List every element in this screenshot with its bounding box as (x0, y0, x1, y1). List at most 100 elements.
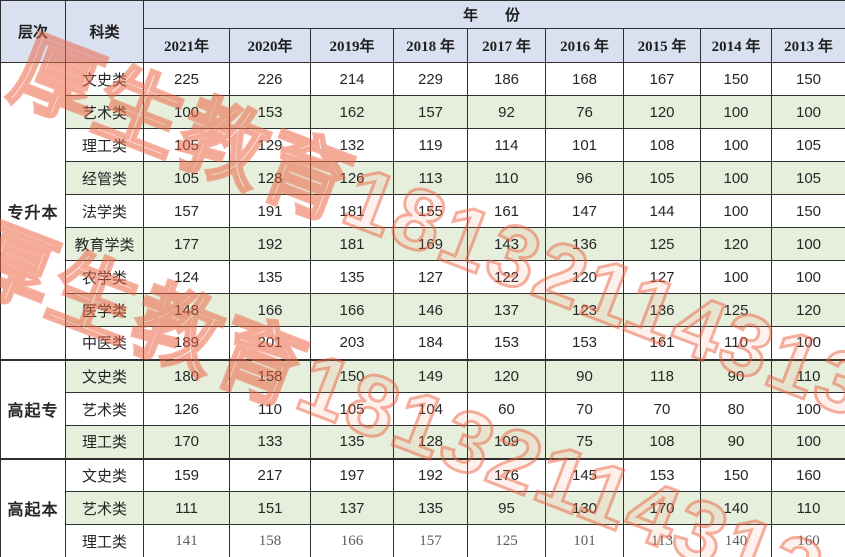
score-cell: 120 (623, 95, 701, 129)
category-cell: 艺术类 (65, 392, 144, 426)
category-cell: 理工类 (65, 425, 144, 459)
score-cell: 129 (229, 128, 311, 162)
score-cell: 135 (229, 260, 311, 294)
score-cell: 167 (623, 62, 701, 96)
score-cell: 126 (310, 161, 394, 195)
score-cell: 110 (770, 491, 845, 525)
table-row: 经管类 105 128 126 113 110 96 105 100 105 (0, 161, 845, 195)
score-cell: 136 (545, 227, 624, 261)
table-row: 理工类 170 133 135 128 109 75 108 90 100 (0, 425, 845, 459)
score-cell: 146 (393, 293, 468, 327)
score-cell: 144 (623, 194, 701, 228)
score-cell: 229 (393, 62, 468, 96)
score-cell: 114 (467, 128, 546, 162)
score-cell: 125 (700, 293, 772, 327)
score-cell: 157 (393, 95, 468, 129)
score-cell: 105 (143, 128, 230, 162)
score-cell: 143 (467, 227, 546, 261)
score-cell: 145 (545, 457, 624, 492)
score-cell: 150 (310, 358, 394, 393)
header-year-2015: 2015 年 (623, 28, 701, 63)
score-cell: 110 (229, 392, 311, 426)
table-row: 高起专 文史类 180 158 150 149 120 90 118 90 110 (0, 358, 845, 459)
header-year-2018: 2018 年 (393, 28, 468, 63)
score-cell: 113 (393, 161, 468, 195)
level-cell: 专升本 (0, 62, 66, 360)
score-cell: 201 (229, 326, 311, 360)
score-cell: 120 (467, 358, 546, 393)
score-cell: 105 (143, 161, 230, 195)
score-cell: 128 (393, 425, 468, 459)
score-cell: 128 (229, 161, 311, 195)
score-cell: 105 (770, 128, 845, 162)
score-cell: 191 (229, 194, 311, 228)
score-cell: 192 (393, 457, 468, 492)
header-year-2016: 2016 年 (545, 28, 624, 63)
score-cell: 110 (770, 358, 845, 393)
header-year-2020: 2020年 (229, 28, 311, 63)
score-cell: 101 (545, 524, 624, 557)
score-cell: 161 (623, 326, 701, 360)
score-cell: 170 (143, 425, 230, 459)
score-cell: 130 (545, 491, 624, 525)
score-cell: 100 (770, 326, 845, 360)
header-category: 科类 (65, 0, 144, 63)
score-cell: 100 (770, 392, 845, 426)
category-cell: 教育学类 (65, 227, 144, 261)
score-cell: 111 (143, 491, 230, 525)
score-cell: 104 (393, 392, 468, 426)
category-cell: 艺术类 (65, 491, 144, 525)
header-year-group: 年 份 (142, 0, 845, 29)
table-row: 理工类 141 158 166 157 125 101 113 140 160 (0, 524, 845, 557)
score-cell: 100 (770, 95, 845, 129)
score-cell: 135 (310, 260, 394, 294)
category-cell: 法学类 (65, 194, 144, 228)
score-cell: 90 (700, 425, 772, 459)
score-cell: 137 (467, 293, 546, 327)
score-cell: 90 (700, 358, 772, 393)
table-header: 层次 科类 年 份 2021年 2020年 2019年 2018 年 2017 年 201… (0, 0, 845, 63)
score-cell: 75 (545, 425, 624, 459)
score-cell: 153 (623, 457, 701, 492)
score-cell: 100 (700, 161, 772, 195)
score-cell: 126 (143, 392, 230, 426)
score-cell: 184 (393, 326, 468, 360)
score-cell: 122 (467, 260, 546, 294)
score-cell: 70 (545, 392, 624, 426)
table-row: 艺术类 126 110 105 104 60 70 70 80 100 (0, 392, 845, 426)
score-cell: 135 (393, 491, 468, 525)
score-cell: 161 (467, 194, 546, 228)
score-cell: 141 (143, 524, 230, 557)
table-body: 专升本 文史类 225 226 214 229 186 168 167 150 150 艺术类 100 1… (0, 62, 845, 557)
table-row: 农学类 124 135 135 127 122 120 127 100 100 (0, 260, 845, 294)
score-cell: 110 (467, 161, 546, 195)
score-cell: 197 (310, 457, 394, 492)
score-cell: 186 (467, 62, 546, 96)
score-cell: 177 (143, 227, 230, 261)
category-cell: 中医类 (65, 326, 144, 360)
score-cell: 132 (310, 128, 394, 162)
score-cell: 113 (623, 524, 701, 557)
header-year-2014: 2014 年 (700, 28, 772, 63)
score-cell: 135 (310, 425, 394, 459)
category-cell: 艺术类 (65, 95, 144, 129)
score-cell: 153 (467, 326, 546, 360)
category-cell: 理工类 (65, 524, 144, 557)
table-row: 理工类 105 129 132 119 114 101 108 100 105 (0, 128, 845, 162)
score-cell: 118 (623, 358, 701, 393)
score-cell: 225 (143, 62, 230, 96)
score-cell: 203 (310, 326, 394, 360)
header-level: 层次 (0, 0, 66, 63)
header-year-2021: 2021年 (143, 28, 230, 63)
score-cell: 140 (700, 491, 772, 525)
score-cell: 109 (467, 425, 546, 459)
category-cell: 理工类 (65, 128, 144, 162)
score-cell: 127 (623, 260, 701, 294)
score-cell: 160 (770, 524, 845, 557)
header-year-2013: 2013 年 (770, 28, 845, 63)
score-cell: 127 (393, 260, 468, 294)
category-cell: 文史类 (65, 358, 144, 393)
